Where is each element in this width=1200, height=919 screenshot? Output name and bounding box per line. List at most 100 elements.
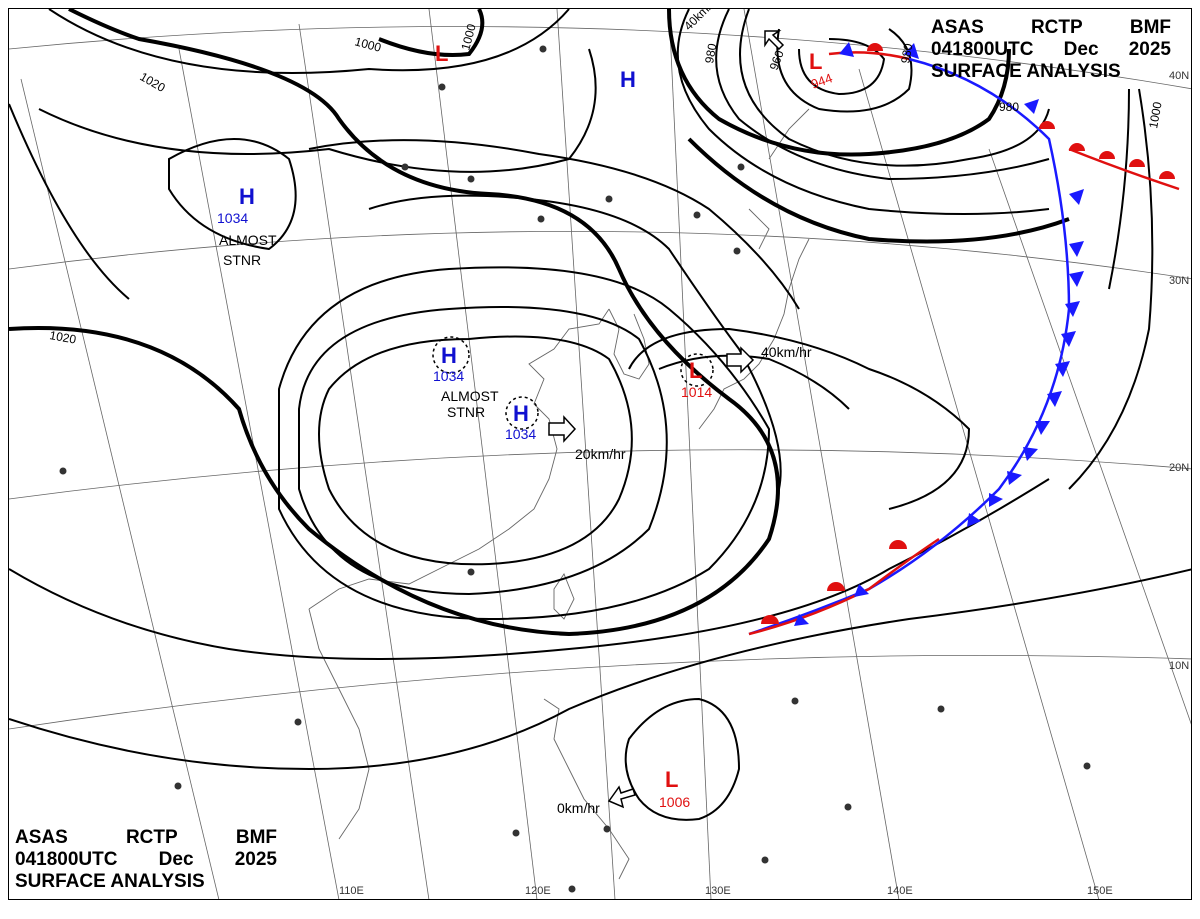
meridian-line [428,9,538,899]
isobar-1000-e-line [687,137,1070,244]
isobar-label: 1020 [138,69,168,95]
warm-front-line [1068,147,1180,191]
high-center-circle [432,336,470,374]
arrow-icon [764,30,785,51]
isobar-line [715,9,1050,181]
motion-label: 0km/hr [557,800,600,816]
station-icon [539,45,547,53]
isobar-line [48,9,570,74]
parallel-line [9,26,1191,90]
warm-front-semicircles [761,43,1175,624]
low-value: 1006 [659,794,690,810]
station-icon [438,83,446,91]
motion-labels: 20km/hr 40km/hr 0km/hr [557,344,812,816]
lat-label: 30N [1169,275,1189,287]
almost-stnr-note: STNR [447,404,485,420]
station-icon [174,782,182,790]
fronts [748,42,1180,636]
warm-front-line [748,537,940,636]
header-word: Dec [158,849,194,870]
header-word: Dec [1063,39,1099,60]
header-bottom: ASAS RCTP BMF 041800UTC Dec 2025 SURFACE… [15,827,277,893]
isobar-line [9,103,130,300]
header-title: SURFACE ANALYSIS [15,871,205,892]
taiwan-coast [553,573,575,620]
station-icon [737,163,745,171]
header-word: 041800UTC [15,849,118,870]
pressure-centers: H 1034 H 1034 H 1034 H L L 944 L 1014 L … [217,41,834,810]
isobar-line [628,327,971,510]
isobar-line [38,48,597,173]
low-symbol: L [689,358,702,383]
meridian-line [858,68,1100,899]
low-symbol: L [435,41,448,66]
philippines-coast [543,698,630,880]
station-icon [401,163,409,171]
isobar-line [776,28,913,113]
isobar-line [168,138,297,251]
header-word: ASAS [931,17,984,38]
isobar-1000-line [378,9,485,57]
almost-stnr-note: ALMOST [441,388,499,404]
high-value: 1034 [505,426,536,442]
isobar-line [798,38,886,96]
cold-front-triangles [794,42,1084,626]
station-plots [59,45,1091,893]
isobars-thin [9,9,1191,821]
high-value: 1034 [217,210,248,226]
grid-labels: 40N 30N 20N 10N 110E 120E 130E 140E 150E [339,70,1189,897]
station-icon [467,568,475,576]
meridian-line [178,48,340,899]
station-icon [568,885,576,893]
kamchatka-coast [768,108,810,160]
meridian-line [988,148,1191,725]
isobar-line [368,194,782,490]
isobar-label: 1000 [1146,100,1164,129]
low-center-circle [680,353,714,387]
station-icon [1083,762,1091,770]
isobar-label: 960 [767,48,787,72]
header-title: SURFACE ANALYSIS [931,61,1121,82]
lon-label: 130E [705,885,731,897]
station-icon [467,175,475,183]
arrow-icon [548,415,577,443]
lon-label: 120E [525,885,551,897]
lon-label: 110E [339,885,364,897]
station-icon [512,829,520,837]
center-circles [432,336,714,430]
low-symbol: L [809,49,822,74]
low-symbol: L [665,767,678,792]
header-word: 2025 [234,849,277,870]
lat-label: 10N [1169,660,1189,672]
station-icon [603,825,611,833]
station-icon [537,215,545,223]
isobars-thick [9,9,1070,637]
meridian-line [668,9,712,899]
lat-label: 40N [1169,70,1189,82]
station-icon [59,467,67,475]
isobar-line [1108,88,1130,290]
isobar-line [318,335,633,566]
arrow-icon [726,346,755,374]
high-symbol: H [441,343,457,368]
china-coast [308,308,610,610]
header-word: RCTP [1030,17,1083,38]
isobar-1020-line [9,9,780,637]
isobar-label: 980 [702,42,719,64]
station-icon [937,705,945,713]
header-word: BMF [235,827,277,848]
hokkaido-coast [748,208,770,250]
station-icon [605,195,613,203]
almost-stnr-note: ALMOST [219,232,277,248]
isobar-label: 980 [898,42,915,64]
japan-coast [698,238,810,430]
high-symbol: H [513,401,529,426]
isobar-line [278,266,771,621]
station-icon [761,856,769,864]
isobar-line [624,697,741,821]
isobar-label: 1000 [458,22,479,52]
weather-map: 40N 30N 20N 10N 110E 120E 130E 140E 150E… [8,8,1192,900]
isobar-line [658,354,850,410]
isobar-line [739,9,1050,167]
station-icon [844,803,852,811]
